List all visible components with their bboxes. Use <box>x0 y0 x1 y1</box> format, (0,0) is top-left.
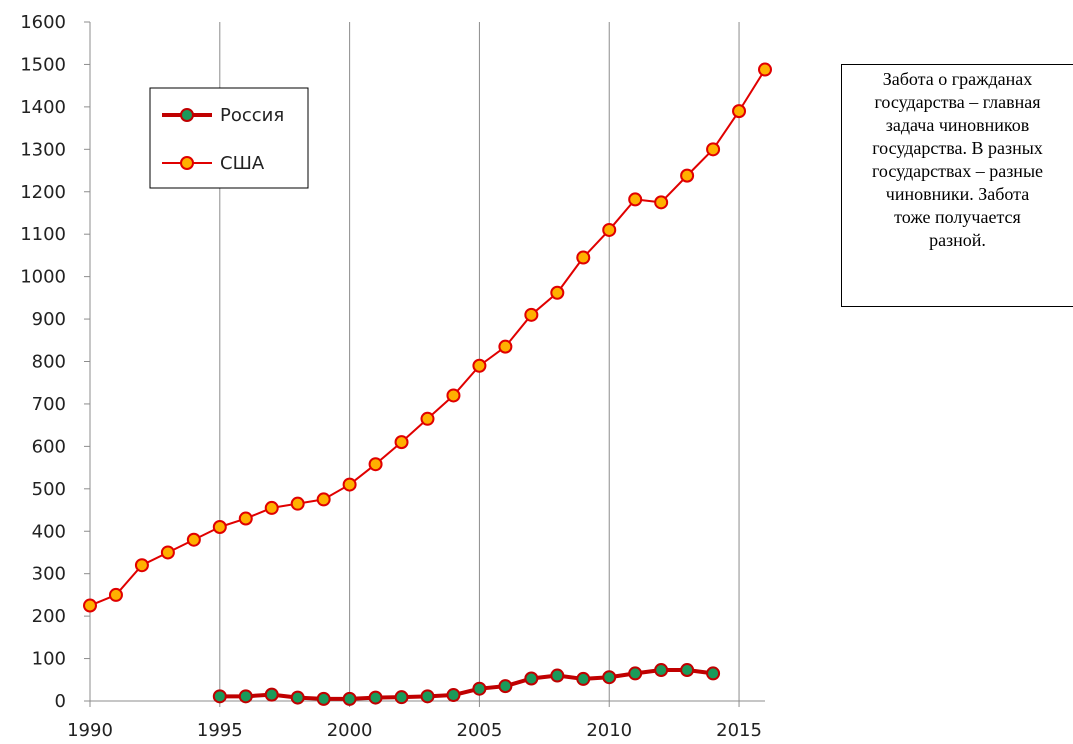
data-point-russia <box>602 670 617 685</box>
data-point-russia <box>316 691 331 706</box>
legend-box <box>149 87 309 189</box>
y-tick-label: 900 <box>32 309 66 330</box>
data-point-usa <box>368 457 383 472</box>
data-point-usa <box>134 558 149 573</box>
data-point-russia <box>238 689 253 704</box>
chart-series <box>83 62 772 706</box>
annotation-note-box: Забота о гражданах государства – главная… <box>841 64 1073 307</box>
x-tick-label: 2005 <box>457 720 503 741</box>
data-point-usa <box>160 545 175 560</box>
note-line: тоже получается <box>894 207 1021 227</box>
data-point-usa <box>602 222 617 237</box>
data-point-usa <box>264 500 279 515</box>
legend-swatch-usa-marker <box>180 156 194 170</box>
y-tick-label: 600 <box>32 436 66 457</box>
data-point-usa <box>420 411 435 426</box>
data-point-usa <box>212 520 227 535</box>
data-point-russia <box>264 687 279 702</box>
data-point-usa <box>472 358 487 373</box>
legend-label-russia: Россия <box>220 105 284 126</box>
data-point-usa <box>446 388 461 403</box>
x-tick-label: 2000 <box>327 720 373 741</box>
data-point-russia <box>576 671 591 686</box>
note-line: государства – главная <box>874 92 1041 112</box>
note-line: задача чиновников <box>885 115 1030 135</box>
x-tick-label: 1995 <box>197 720 243 741</box>
data-point-usa <box>550 285 565 300</box>
data-point-usa <box>628 192 643 207</box>
y-tick-label: 200 <box>32 606 66 627</box>
note-line: государства. В разных <box>872 138 1043 158</box>
data-point-usa <box>186 532 201 547</box>
y-tick-label: 1100 <box>20 224 66 245</box>
data-point-usa <box>758 62 772 77</box>
data-point-usa <box>706 142 721 157</box>
data-point-russia <box>290 690 305 705</box>
note-line: Забота о гражданах <box>882 69 1033 89</box>
data-point-usa <box>238 511 253 526</box>
note-line: государствах – разные <box>871 161 1044 181</box>
x-tick-label: 1990 <box>67 720 113 741</box>
y-tick-label: 1200 <box>20 182 66 203</box>
data-point-russia <box>524 671 539 686</box>
data-point-russia <box>212 689 227 704</box>
data-point-russia <box>680 663 695 678</box>
data-point-usa <box>576 250 591 265</box>
data-point-usa <box>394 435 409 450</box>
y-tick-label: 700 <box>32 394 66 415</box>
data-point-usa <box>290 496 305 511</box>
data-point-usa <box>524 307 539 322</box>
x-axis-tick-labels: 1990 1995 2000 2005 2010 2015 <box>67 720 762 741</box>
data-point-russia <box>342 691 357 706</box>
data-point-russia <box>368 690 383 705</box>
x-tick-label: 2010 <box>586 720 632 741</box>
note-line: чиновники. Забота <box>885 184 1030 204</box>
data-point-russia <box>472 681 487 696</box>
chart-legend: Россия США <box>149 87 309 189</box>
legend-swatch-russia-marker <box>180 108 194 122</box>
y-tick-label: 1000 <box>20 267 66 288</box>
data-point-russia <box>654 663 669 678</box>
data-point-russia <box>420 689 435 704</box>
data-point-usa <box>732 104 747 119</box>
data-point-russia <box>498 679 513 694</box>
y-tick-label: 300 <box>32 564 66 585</box>
line-chart: 0 100 200 300 400 500 600 700 800 900 1000 1100 1200… <box>20 12 772 741</box>
data-point-russia <box>550 668 565 683</box>
note-line: разной. <box>929 230 986 250</box>
data-point-russia <box>628 666 643 681</box>
y-tick-label: 1400 <box>20 97 66 118</box>
data-point-russia <box>446 688 461 703</box>
y-tick-label: 1600 <box>20 12 66 33</box>
legend-label-usa: США <box>220 153 265 174</box>
y-axis-tick-labels: 0 100 200 300 400 500 600 700 800 900 1000 1100 1200… <box>20 12 66 712</box>
data-point-russia <box>394 690 409 705</box>
y-tick-label: 1500 <box>20 54 66 75</box>
data-point-usa <box>108 587 123 602</box>
y-tick-label: 400 <box>32 521 66 542</box>
data-point-usa <box>654 195 669 210</box>
data-point-usa <box>83 598 97 613</box>
data-point-russia <box>706 666 721 681</box>
y-tick-label: 100 <box>32 649 66 670</box>
data-point-usa <box>680 168 695 183</box>
y-tick-label: 500 <box>32 479 66 500</box>
y-tick-label: 0 <box>55 691 66 712</box>
y-tick-label: 1300 <box>20 139 66 160</box>
data-point-usa <box>342 477 357 492</box>
y-tick-label: 800 <box>32 352 66 373</box>
data-point-usa <box>498 339 513 354</box>
data-point-usa <box>316 492 331 507</box>
x-tick-label: 2015 <box>716 720 762 741</box>
